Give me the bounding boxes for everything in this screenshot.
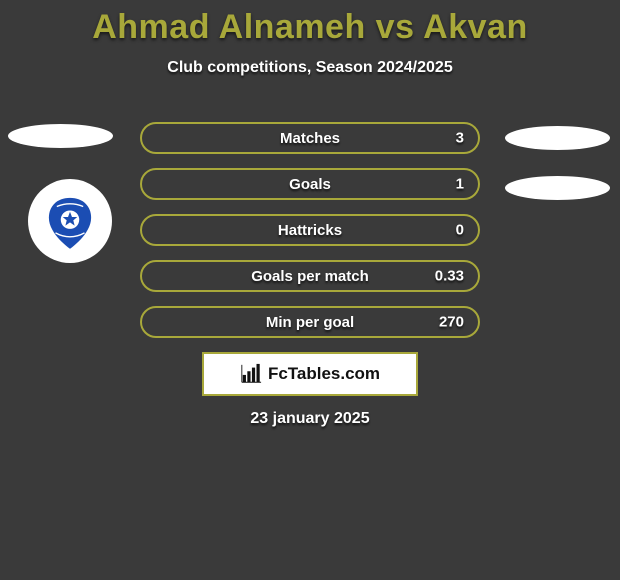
stat-value: 3 bbox=[456, 130, 464, 147]
stat-value: 1 bbox=[456, 176, 464, 193]
player-left-placeholder bbox=[8, 124, 113, 148]
player-right-placeholder-2 bbox=[505, 176, 610, 200]
brand-badge[interactable]: FcTables.com bbox=[202, 352, 418, 396]
stat-label: Hattricks bbox=[278, 222, 342, 239]
subtitle: Club competitions, Season 2024/2025 bbox=[0, 59, 620, 77]
stat-row-hattricks: Hattricks 0 bbox=[140, 214, 480, 246]
club-logo bbox=[28, 179, 112, 263]
stat-row-goals: Goals 1 bbox=[140, 168, 480, 200]
stat-row-min-per-goal: Min per goal 270 bbox=[140, 306, 480, 338]
stat-label: Goals bbox=[289, 176, 331, 193]
club-crest-icon bbox=[37, 188, 103, 254]
comparison-card: Ahmad Alnameh vs Akvan Club competitions… bbox=[0, 0, 620, 580]
page-title: Ahmad Alnameh vs Akvan bbox=[0, 0, 620, 47]
stat-label: Min per goal bbox=[266, 314, 354, 331]
brand-text: FcTables.com bbox=[268, 364, 380, 384]
stat-label: Matches bbox=[280, 130, 340, 147]
stat-label: Goals per match bbox=[251, 268, 369, 285]
stat-value: 0.33 bbox=[435, 268, 464, 285]
stat-value: 270 bbox=[439, 314, 464, 331]
bar-chart-icon bbox=[240, 363, 262, 385]
stat-row-goals-per-match: Goals per match 0.33 bbox=[140, 260, 480, 292]
player-right-placeholder-1 bbox=[505, 126, 610, 150]
stat-value: 0 bbox=[456, 222, 464, 239]
stats-list: Matches 3 Goals 1 Hattricks 0 Goals per … bbox=[140, 122, 480, 352]
stat-row-matches: Matches 3 bbox=[140, 122, 480, 154]
footer-date: 23 january 2025 bbox=[0, 410, 620, 428]
